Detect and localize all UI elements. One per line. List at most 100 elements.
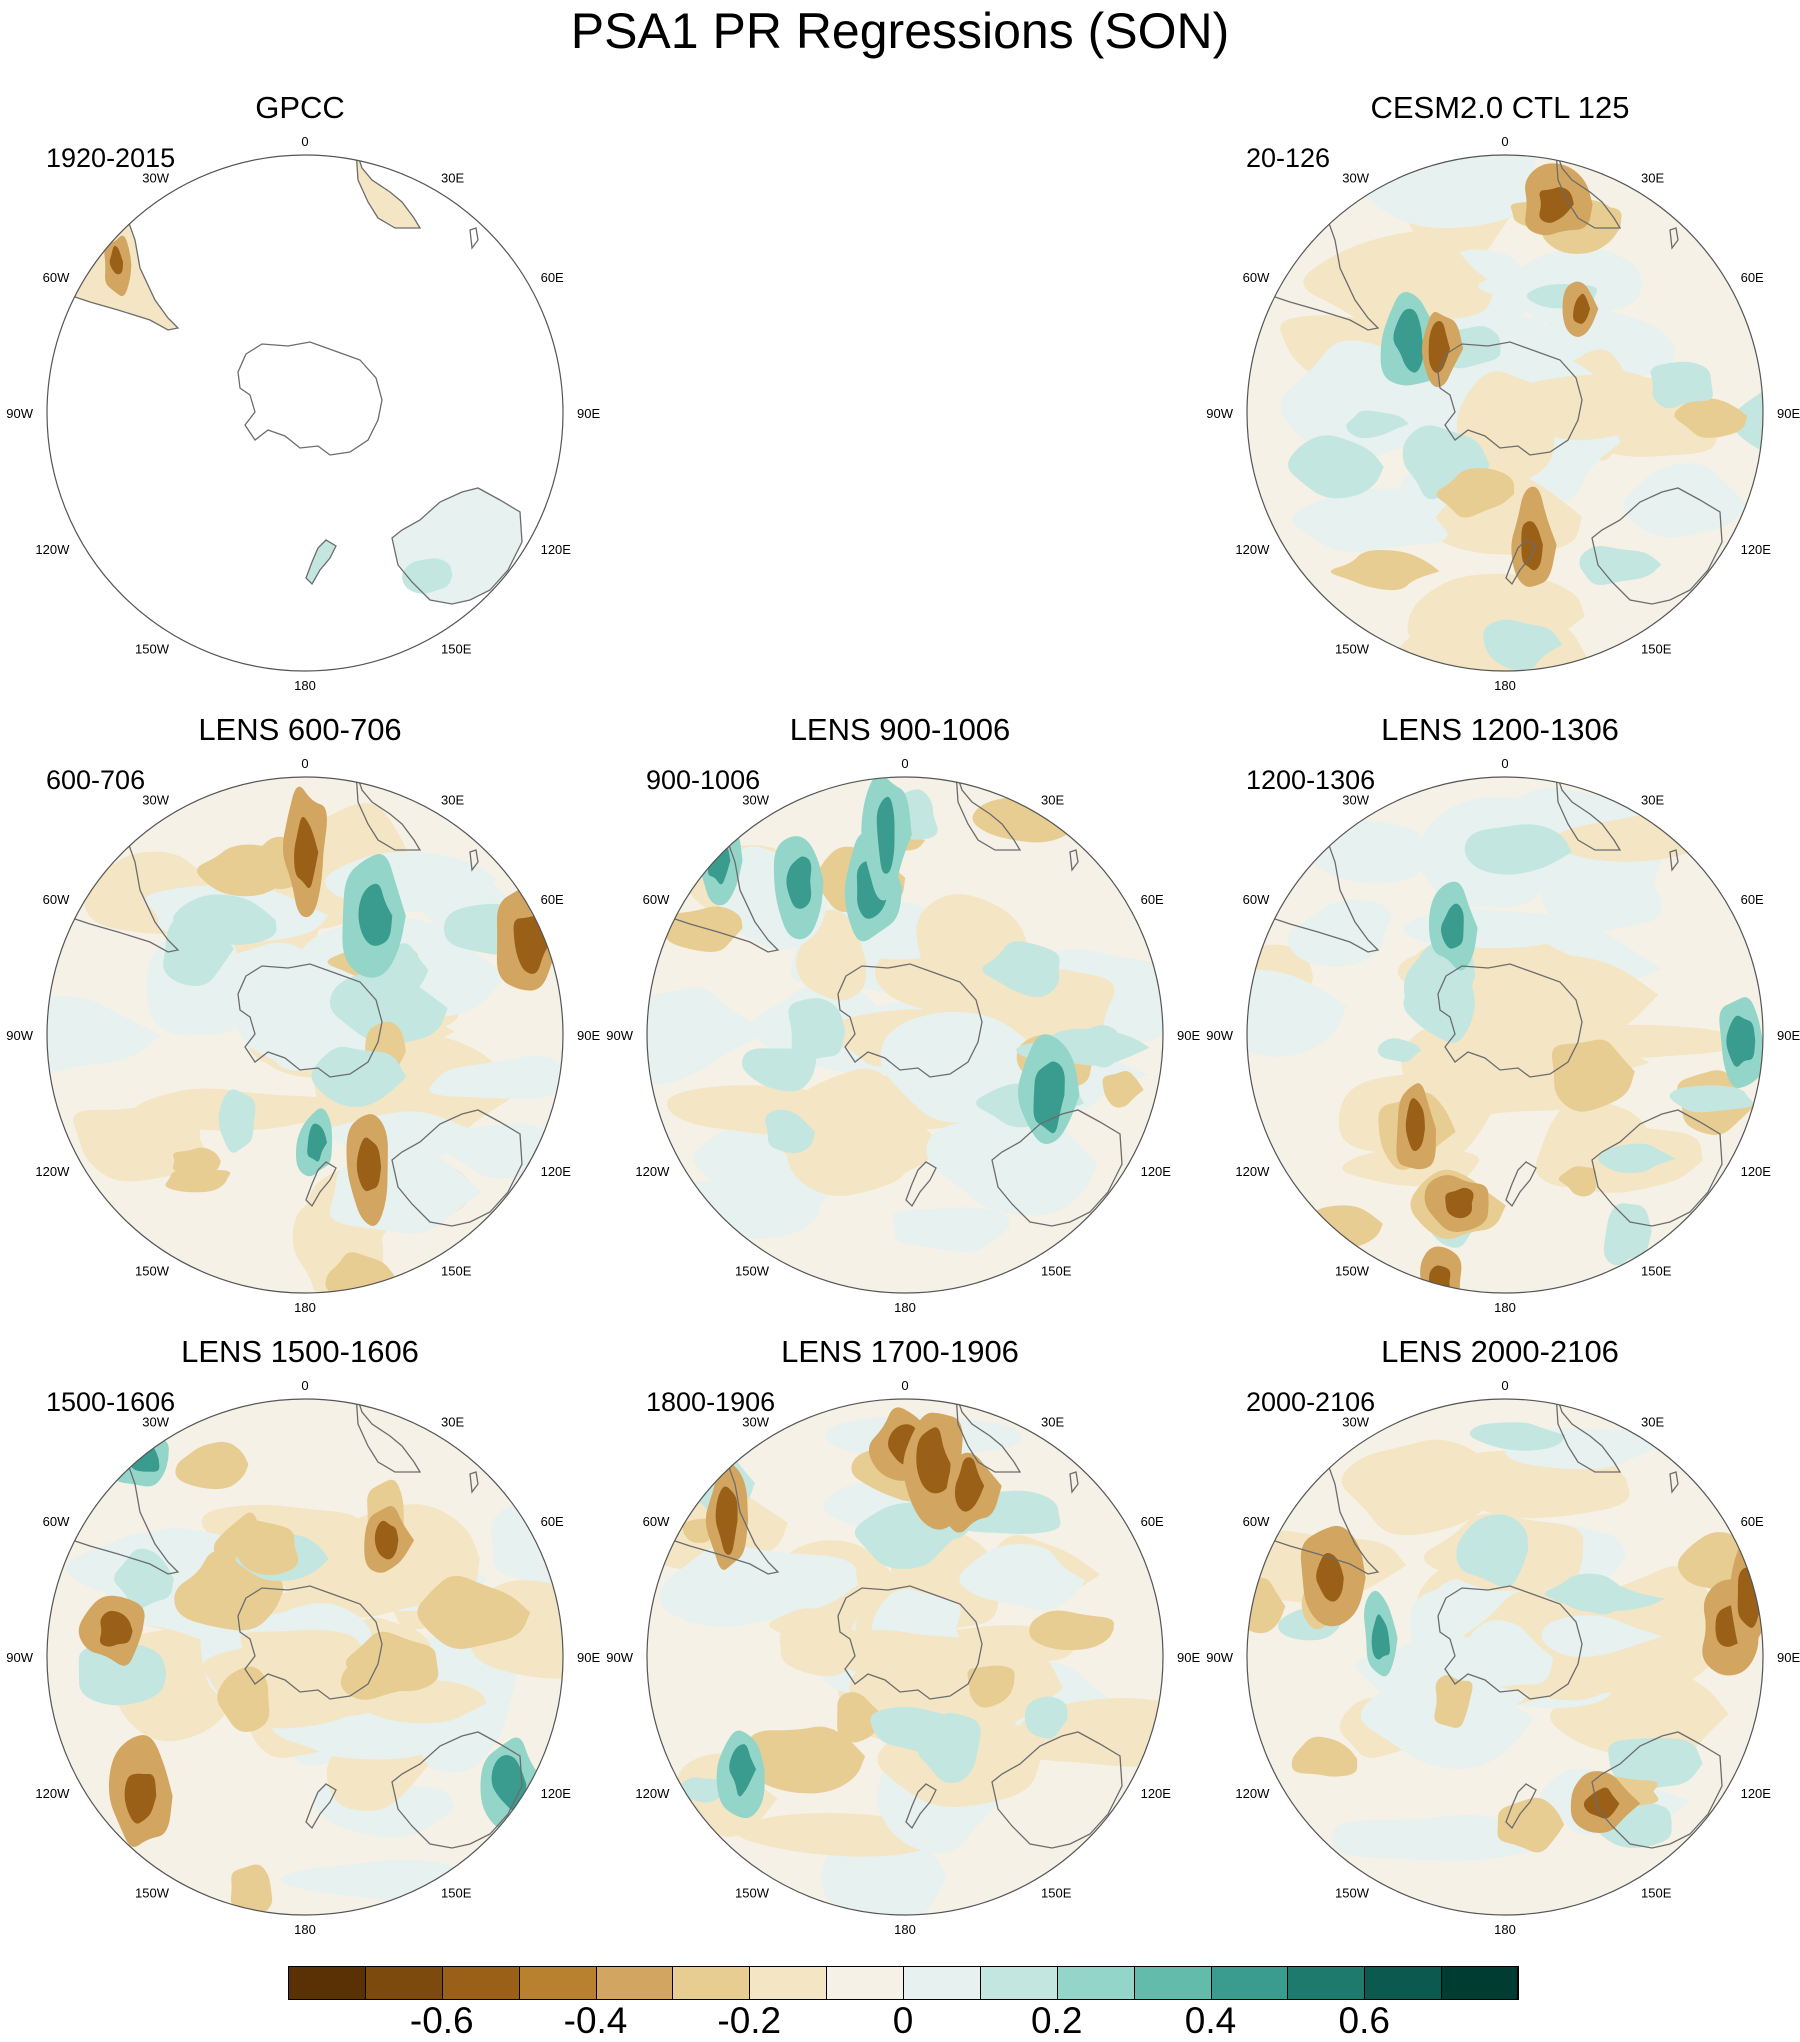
regression-field [1247,777,1763,1293]
longitude-label: 120W [635,1786,670,1801]
longitude-label: 120E [541,542,572,557]
coastline [237,963,383,1078]
coastline [391,1109,523,1227]
longitude-label: 60E [1141,892,1164,907]
coastline [1591,487,1723,605]
longitude-label: 120W [1235,542,1270,557]
longitude-label: 150W [735,1264,770,1279]
panel-period: 1200-1306 [1246,765,1376,795]
longitude-label: 150E [1641,642,1672,657]
panel-title: LENS 1700-1906 [781,1334,1019,1369]
longitude-label: 30E [441,792,464,807]
polar-map: 0 30E 60E 90E 120E 150E 180 150W 120W 90W 60W 30W [6,134,600,693]
coastline [1069,849,1079,872]
regression-field [47,1399,563,1915]
regression-field [647,777,1163,1293]
longitude-label: 60W [1243,1514,1270,1529]
colorbar-frame [288,1966,1518,2000]
regression-field [647,1399,1163,1915]
longitude-label: 120E [1741,542,1772,557]
regression-field [51,155,523,605]
colorbar-tick-label: 0.6 [1338,2000,1390,2041]
coastline [355,1399,422,1473]
coastline [837,1585,983,1700]
figure-title: PSA1 PR Regressions (SON) [570,3,1230,59]
colorbar-tick-label: -0.6 [409,2000,474,2041]
coastline [305,1161,337,1208]
longitude-label: 180 [294,678,316,693]
polar-map: 0 30E 60E 90E 120E 150E 180 150W 120W 90W 60W 30W [606,756,1200,1315]
longitude-label: 30W [142,170,169,185]
longitude-label: 0 [901,1378,908,1393]
longitude-label: 150E [1641,1886,1672,1901]
longitude-label: 90E [577,1650,600,1665]
coastline [469,227,479,250]
longitude-label: 120E [541,1164,572,1179]
map-panel-lens1200: LENS 1200-1306 1200-1306 0 30E 60E 90E 120E 150… [1200,622,1800,1315]
longitude-label: 120E [1741,1786,1772,1801]
colorbar-swatch [1056,1966,1135,2000]
longitude-label: 60W [643,892,670,907]
coastline [837,963,983,1078]
longitude-label: 150E [1641,1264,1672,1279]
panel-title: LENS 1200-1306 [1381,712,1619,747]
longitude-label: 30E [1041,792,1064,807]
coastline [1591,1109,1723,1227]
map-boundary [1246,154,1764,672]
coastline [1437,341,1583,456]
coastline [1669,1471,1679,1494]
map-boundary [46,1398,564,1916]
longitude-label: 90W [6,1650,33,1665]
polar-map: 0 30E 60E 90E 120E 150E 180 150W 120W 90W 60W 30W [1206,756,1800,1315]
polar-map: 0 30E 60E 90E 120E 150E 180 150W 120W 90W 60W 30W [1206,134,1800,693]
coastline [1555,1399,1622,1473]
map-panel-cesm2: CESM2.0 CTL 125 20-126 0 30E 60E 90E 120E 150E 1… [1200,0,1800,693]
map-boundary [1246,1398,1764,1916]
coastline [955,777,1022,851]
coastline [991,1731,1123,1849]
map-boundary [1246,776,1764,1294]
coastline [955,1399,1022,1473]
longitude-label: 120E [1741,1164,1772,1179]
coastline [469,1471,479,1494]
coastline [905,1161,937,1208]
longitude-label: 150W [1335,1886,1370,1901]
longitude-label: 90E [577,1028,600,1043]
coastline [991,1109,1123,1227]
map-boundary [46,154,564,672]
coastline [905,1783,937,1830]
colorbar-swatch [1441,1966,1519,2000]
panel-period: 1800-1906 [646,1387,776,1417]
panel-period: 1500-1606 [46,1387,176,1417]
longitude-label: 90E [1777,406,1800,421]
longitude-label: 180 [294,1922,316,1937]
panel-title: CESM2.0 CTL 125 [1370,90,1630,125]
coastline [469,849,479,872]
longitude-label: 60E [1141,1514,1164,1529]
regression-field [1247,1399,1763,1915]
longitude-label: 0 [1501,756,1508,771]
map-panel-lens1500: LENS 1500-1606 1500-1606 0 30E 60E 90E 120E 150… [0,1244,600,1937]
coastline [1505,539,1537,586]
longitude-label: 90W [1206,1650,1233,1665]
longitude-label: 30E [1641,170,1664,185]
longitude-label: 60W [1243,892,1270,907]
panel-period: 1920-2015 [46,143,176,173]
polar-map: 0 30E 60E 90E 120E 150E 180 150W 120W 90W 60W 30W [6,1378,600,1937]
longitude-label: 0 [301,756,308,771]
map-panel-lens900: LENS 900-1006 900-1006 0 30E 60E 90E 120E 150E 1… [600,622,1200,1315]
longitude-label: 90W [1206,406,1233,421]
map-panel-gpcc: GPCC 1920-2015 0 30E 60E 90E 120E 150E 180 150W 12… [0,0,600,693]
longitude-label: 60E [541,892,564,907]
longitude-label: 90E [1177,1028,1200,1043]
longitude-label: 60W [43,1514,70,1529]
longitude-label: 180 [894,1300,916,1315]
longitude-label: 120W [635,1164,670,1179]
map-panel-lens600: LENS 600-706 600-706 0 30E 60E 90E 120E 150E 180… [0,622,600,1315]
longitude-label: 120W [1235,1164,1270,1179]
colorbar-tick-label: -0.4 [563,2000,628,2041]
longitude-label: 90W [606,1028,633,1043]
map-panel-lens1700: LENS 1700-1906 1800-1906 0 30E 60E 90E 120E 150… [600,1244,1200,1937]
colorbar-swatch [749,1966,828,2000]
longitude-label: 180 [1494,1922,1516,1937]
